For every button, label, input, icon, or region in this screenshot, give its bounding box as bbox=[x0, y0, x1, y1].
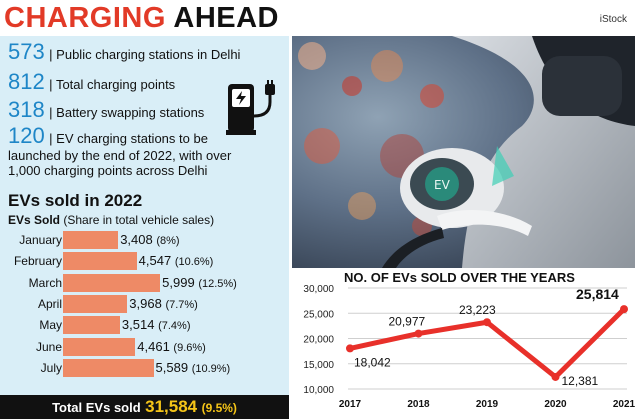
y-tick-label: 30,000 bbox=[303, 284, 334, 295]
data-point bbox=[620, 305, 628, 314]
x-tick-label: 2017 bbox=[339, 399, 362, 410]
bar-value-label: 4,547 (10.6%) bbox=[138, 253, 214, 269]
bar-value-label: 3,514 (7.4%) bbox=[121, 317, 191, 333]
bar-category-label: July bbox=[40, 360, 62, 375]
bar-category-label: June bbox=[35, 339, 62, 354]
bar-value-label: 5,999 (12.5%) bbox=[162, 274, 237, 290]
bar-category-label: May bbox=[39, 318, 62, 333]
stat-label: | Total charging points bbox=[49, 77, 176, 92]
svg-text:EV: EV bbox=[434, 178, 451, 192]
bar bbox=[63, 294, 128, 313]
stat-label: | Battery swapping stations bbox=[49, 105, 205, 120]
stat-number: 318 bbox=[8, 97, 45, 122]
charging-station-icon bbox=[226, 80, 275, 135]
y-tick-label: 25,000 bbox=[303, 309, 334, 320]
line-chart-title: NO. OF EVs SOLD OVER THE YEARS bbox=[344, 270, 575, 285]
stat-label-line: launched by the end of 2022, with over bbox=[8, 148, 232, 163]
x-tick-label: 2020 bbox=[544, 399, 567, 410]
data-label: 18,042 bbox=[354, 355, 391, 369]
section-heading: EVs sold in 2022 bbox=[8, 191, 143, 210]
title-rest: AHEAD bbox=[173, 2, 279, 34]
data-point bbox=[483, 318, 491, 327]
data-label: 23,223 bbox=[459, 303, 496, 317]
data-label: 25,814 bbox=[576, 286, 619, 302]
data-label: 12,381 bbox=[562, 374, 599, 388]
total-value: 31,584 bbox=[145, 397, 198, 416]
ev-charging-photo: EV bbox=[292, 36, 635, 268]
total-share: (9.5%) bbox=[201, 401, 237, 415]
stats-panel: 573 | Public charging stations in Delhi … bbox=[0, 36, 289, 395]
image-credit: iStock bbox=[599, 14, 627, 25]
bar bbox=[63, 337, 136, 356]
section-subheading: EVs Sold (Share in total vehicle sales) bbox=[8, 213, 215, 227]
stat-number: 812 bbox=[8, 69, 45, 94]
x-tick-label: 2018 bbox=[407, 399, 430, 410]
bar-value-label: 3,968 (7.7%) bbox=[129, 295, 198, 311]
x-tick-label: 2021 bbox=[613, 399, 635, 410]
bar-value-label: 3,408 (8%) bbox=[120, 232, 180, 247]
stat-row: 318 | Battery swapping stations bbox=[8, 98, 204, 122]
stat-row: 573 | Public charging stations in Delhi bbox=[8, 40, 240, 64]
stat-number: 573 bbox=[8, 39, 45, 64]
data-point bbox=[346, 344, 354, 353]
bar-value-label: 4,461 (9.6%) bbox=[137, 338, 206, 354]
data-label: 20,977 bbox=[389, 315, 426, 329]
data-point bbox=[414, 329, 423, 338]
bar bbox=[63, 231, 119, 249]
total-label: Total EVs sold bbox=[52, 400, 141, 415]
y-tick-label: 20,000 bbox=[303, 335, 334, 346]
monthly-bar-chart: January February March April May June July 3,4… bbox=[0, 231, 289, 381]
y-tick-label: 10,000 bbox=[303, 385, 334, 396]
bar bbox=[63, 316, 120, 335]
stat-label: | EV charging stations to be bbox=[49, 131, 208, 146]
line-chart-canvas: 30,000 25,000 20,000 15,000 10,000 2017 2018 20… bbox=[303, 284, 635, 410]
stat-label: | Public charging stations in Delhi bbox=[49, 47, 241, 62]
title-highlight: CHARGING bbox=[4, 2, 166, 34]
stat-row: 120 | EV charging stations to be bbox=[8, 124, 208, 148]
ev-sales-line-chart: NO. OF EVs SOLD OVER THE YEARS 30,000 25,… bbox=[292, 268, 635, 419]
total-footer: Total EVs sold 31,584 (9.5%) bbox=[0, 395, 289, 419]
stat-row: 812 | Total charging points bbox=[8, 70, 175, 94]
bar-category-label: February bbox=[13, 254, 62, 269]
bar-category-label: March bbox=[28, 275, 62, 290]
y-tick-label: 15,000 bbox=[303, 360, 334, 371]
bar-value-label: 5,589 (10.9%) bbox=[155, 359, 231, 375]
stat-label-line: 1,000 charging points across Delhi bbox=[8, 163, 208, 178]
stat-number: 120 bbox=[8, 123, 45, 148]
bar bbox=[63, 358, 154, 377]
bar-category-label: April bbox=[37, 296, 62, 311]
bar bbox=[63, 273, 161, 292]
data-point bbox=[551, 372, 560, 381]
bar-category-label: January bbox=[19, 233, 62, 247]
page-title: CHARGING AHEAD bbox=[4, 2, 279, 34]
x-tick-label: 2019 bbox=[476, 399, 499, 410]
bar bbox=[63, 252, 137, 271]
